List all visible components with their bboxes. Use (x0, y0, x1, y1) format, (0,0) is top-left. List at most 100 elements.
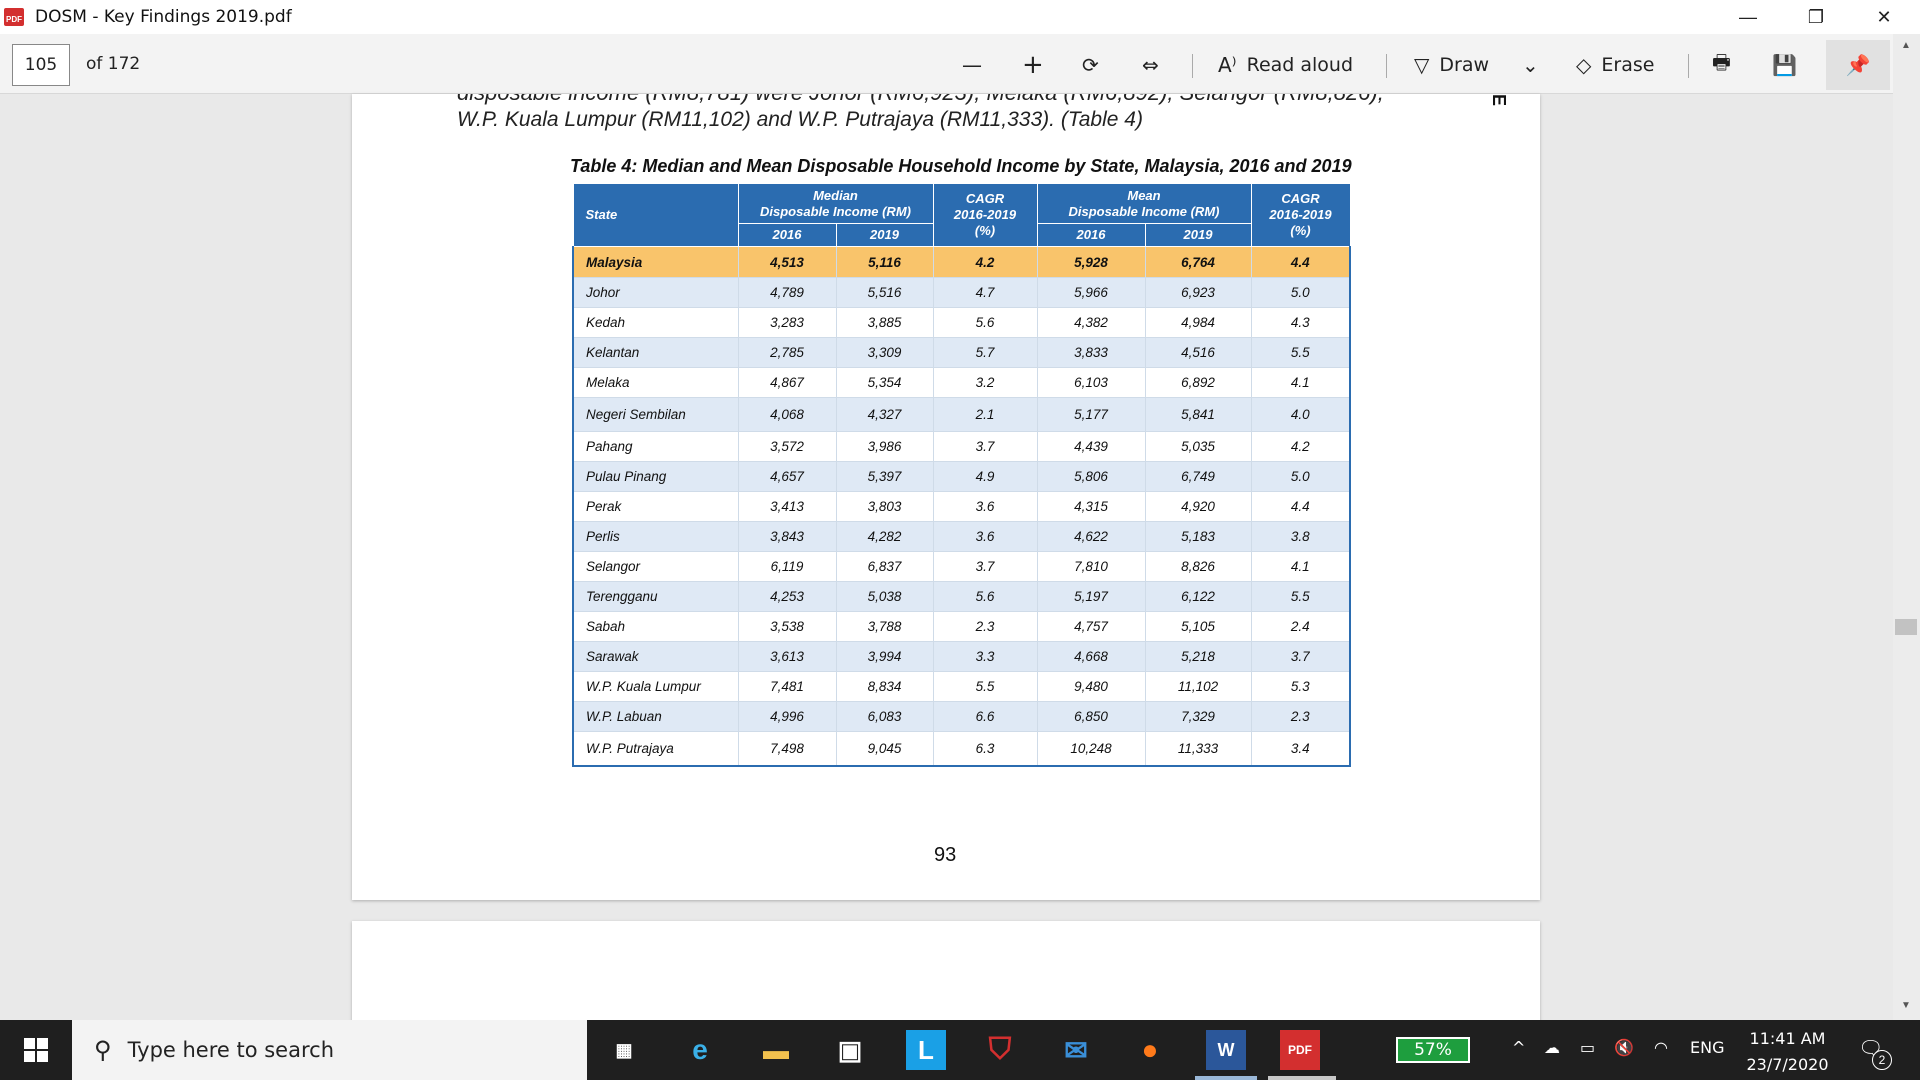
cagr-mean-cell: 4.4 (1250, 246, 1351, 278)
cagr-mean-cell: 4.1 (1250, 551, 1351, 582)
mean-2016-cell: 4,757 (1036, 611, 1146, 642)
pdf-page: disposable income (RM8,781) were Johor (… (352, 94, 1540, 900)
show-hidden-icons-chevron-icon[interactable]: ^ (1512, 1038, 1526, 1057)
erase-button[interactable]: ◇ Erase (1576, 46, 1654, 84)
median-2016-cell: 7,481 (737, 671, 837, 702)
median-2016-cell: 4,513 (737, 246, 837, 278)
onedrive-cloud-icon[interactable]: ☁ (1544, 1038, 1560, 1057)
median-2019-cell: 4,327 (835, 397, 934, 432)
median-2019-cell: 3,986 (835, 431, 934, 462)
minimize-button[interactable]: — (1739, 6, 1757, 27)
median-2016-cell: 2,785 (737, 337, 837, 368)
mean-2016-cell: 5,966 (1036, 277, 1146, 308)
zoom-out-button[interactable]: — (962, 46, 982, 84)
input-language-indicator[interactable]: ENG (1690, 1038, 1725, 1057)
cagr-median-cell: 2.3 (932, 611, 1038, 642)
median-2019-cell: 5,397 (835, 461, 934, 492)
vertical-scrollbar[interactable]: ▲ ▼ (1893, 34, 1920, 1020)
mcafee-icon[interactable]: ⛉ (988, 1033, 1012, 1066)
page-number-input[interactable]: 105 (12, 44, 70, 86)
pin-icon: 📌 (1845, 54, 1871, 77)
cagr-mean-cell: 5.0 (1250, 277, 1351, 308)
column-header-median-2019: 2019 (835, 223, 934, 247)
taskbar-search-box[interactable]: ⚲ Type here to search (72, 1020, 587, 1080)
mean-2019-cell: 11,333 (1144, 731, 1252, 767)
cagr-median-cell: 6.6 (932, 701, 1038, 732)
scrollbar-thumb[interactable] (1895, 619, 1917, 635)
column-header-cagr-mean: CAGR 2016-2019 (%) (1250, 183, 1351, 247)
draw-button[interactable]: ▽ Draw (1414, 46, 1489, 84)
state-cell: Terengganu (572, 581, 739, 612)
read-aloud-button[interactable]: A⁾ Read aloud (1218, 46, 1353, 84)
taskbar-clock[interactable]: 11:41 AM 23/7/2020 (1735, 1026, 1840, 1078)
volume-muted-icon[interactable]: 🔇 (1614, 1038, 1634, 1057)
pin-toolbar-button[interactable]: 📌 (1826, 40, 1890, 90)
cagr-mean-cell: 3.4 (1250, 731, 1351, 767)
read-aloud-label: Read aloud (1246, 54, 1354, 76)
pdf-viewer-taskbar-icon[interactable]: PDF (1280, 1030, 1320, 1070)
column-header-median-2016: 2016 (737, 223, 837, 247)
state-cell: W.P. Kuala Lumpur (572, 671, 739, 702)
mean-2019-cell: 6,764 (1144, 246, 1252, 278)
file-explorer-icon[interactable]: ▬ (763, 1034, 789, 1065)
median-2016-cell: 3,538 (737, 611, 837, 642)
median-2016-cell: 4,789 (737, 277, 837, 308)
mean-2016-cell: 10,248 (1036, 731, 1146, 767)
mean-2019-cell: 5,183 (1144, 521, 1252, 552)
save-button[interactable]: 💾 (1772, 46, 1797, 84)
table-row: W.P. Labuan 4,996 6,083 6.6 6,850 7,329 2.3 (572, 701, 1351, 732)
chevron-down-icon: ⌄ (1522, 53, 1539, 77)
mean-2019-cell: 6,749 (1144, 461, 1252, 492)
microsoft-store-icon[interactable]: ▣ (837, 1034, 863, 1065)
state-cell: Perlis (572, 521, 739, 552)
mean-2016-cell: 4,668 (1036, 641, 1146, 672)
scroll-up-arrow-icon[interactable]: ▲ (1901, 40, 1911, 51)
median-2019-cell: 8,834 (835, 671, 934, 702)
table-row: Melaka 4,867 5,354 3.2 6,103 6,892 4.1 (572, 367, 1351, 398)
cagr-median-cell: 3.6 (932, 491, 1038, 522)
start-button[interactable] (0, 1020, 72, 1080)
state-cell: Kelantan (572, 337, 739, 368)
draw-label: Draw (1439, 54, 1490, 76)
edge-browser-icon[interactable]: e (692, 1034, 708, 1065)
median-2019-cell: 9,045 (835, 731, 934, 767)
cagr-mean-cell: 2.4 (1250, 611, 1351, 642)
l-app-icon[interactable]: L (906, 1030, 946, 1070)
median-2019-cell: 5,516 (835, 277, 934, 308)
pen-icon: ▽ (1414, 53, 1430, 77)
zoom-in-button[interactable]: + (1022, 46, 1044, 84)
state-cell: Pahang (572, 431, 739, 462)
close-button[interactable]: ✕ (1876, 6, 1892, 27)
median-2016-cell: 3,843 (737, 521, 837, 552)
mail-icon[interactable]: ✉ (1064, 1034, 1088, 1066)
battery-tray-icon[interactable]: ▭ (1580, 1038, 1596, 1057)
rotate-button[interactable]: ⟳ (1082, 46, 1099, 84)
cagr-mean-cell: 3.7 (1250, 641, 1351, 672)
print-button[interactable]: 🖶 (1712, 46, 1731, 84)
pdf-active-indicator (1268, 1076, 1336, 1080)
mean-2019-cell: 6,122 (1144, 581, 1252, 612)
task-view-icon[interactable]: ▦ (615, 1039, 633, 1060)
fit-page-button[interactable]: ⇔ (1142, 46, 1159, 84)
mean-2019-cell: 4,984 (1144, 307, 1252, 338)
state-cell: Melaka (572, 367, 739, 398)
state-cell: Sabah (572, 611, 739, 642)
cagr-median-cell: 5.5 (932, 671, 1038, 702)
cagr-median-cell: 6.3 (932, 731, 1038, 767)
scroll-down-arrow-icon[interactable]: ▼ (1901, 1000, 1911, 1011)
column-header-cagr-median: CAGR 2016-2019 (%) (932, 183, 1038, 247)
mean-2016-cell: 5,197 (1036, 581, 1146, 612)
mean-2016-cell: 3,833 (1036, 337, 1146, 368)
column-header-mean: Mean Disposable Income (RM) (1036, 183, 1252, 224)
table-row: Sabah 3,538 3,788 2.3 4,757 5,105 2.4 (572, 611, 1351, 642)
draw-options-dropdown[interactable]: ⌄ (1522, 46, 1539, 84)
cagr-mean-cell: 5.3 (1250, 671, 1351, 702)
word-icon[interactable]: W (1206, 1030, 1246, 1070)
median-2016-cell: 7,498 (737, 731, 837, 767)
restore-button[interactable]: ❐ (1807, 6, 1825, 27)
window-title: DOSM - Key Findings 2019.pdf (35, 7, 292, 27)
wifi-icon[interactable]: ◠ (1654, 1038, 1668, 1057)
firefox-icon[interactable]: ● (1141, 1034, 1159, 1065)
battery-indicator[interactable]: 57% (1396, 1037, 1470, 1063)
median-2016-cell: 4,068 (737, 397, 837, 432)
